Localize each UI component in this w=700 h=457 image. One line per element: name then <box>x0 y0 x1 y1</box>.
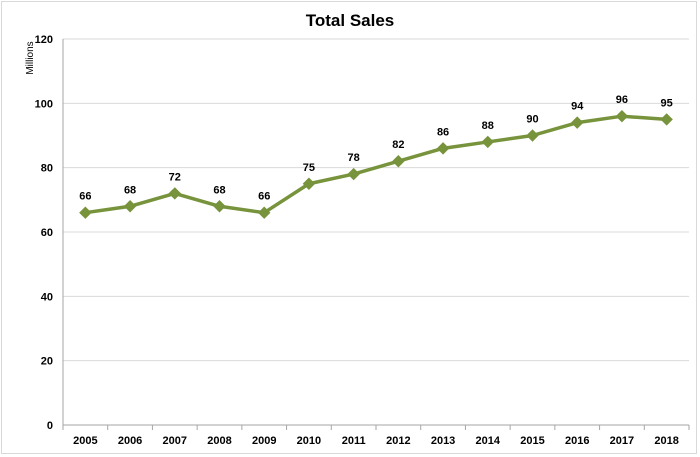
y-tick-label: 40 <box>41 291 53 303</box>
data-label-2013: 86 <box>437 126 449 138</box>
series-line <box>83 114 669 215</box>
data-label-2006: 68 <box>124 184 136 196</box>
y-tick-label: 20 <box>41 356 53 368</box>
x-tick-label-2012: 2012 <box>386 435 410 447</box>
x-tick-labels: 2005 2006 2007 2008 2009 2010 2011 2012 2013 2014… <box>73 435 679 447</box>
gridlines <box>63 38 689 362</box>
x-tick-label-2015: 2015 <box>520 435 544 447</box>
x-tick-label-2005: 2005 <box>73 435 97 447</box>
data-labels: 66 68 72 68 66 75 78 82 86 88 90 94 96 95 <box>79 94 673 203</box>
x-tick-label-2006: 2006 <box>118 435 142 447</box>
y-tick-labels: 0 20 40 60 80 100 120 <box>35 34 53 432</box>
data-label-2012: 82 <box>392 139 404 151</box>
data-label-2016: 94 <box>571 101 584 113</box>
data-point-2015 <box>526 129 539 142</box>
data-point-2013 <box>436 142 450 155</box>
data-point-2016 <box>571 116 584 129</box>
data-point-2006 <box>123 200 137 213</box>
data-label-2015: 90 <box>526 114 538 126</box>
data-point-2007 <box>168 187 181 200</box>
series-line-group <box>83 114 669 215</box>
x-tick-label-2017: 2017 <box>610 435 634 447</box>
y-tick-label: 0 <box>47 420 53 432</box>
x-tick-label-2014: 2014 <box>476 435 501 447</box>
data-point-2012 <box>392 155 405 168</box>
x-tick-label-2009: 2009 <box>252 435 276 447</box>
data-label-2017: 96 <box>616 94 628 106</box>
data-points <box>79 109 673 219</box>
y-tick-label: 120 <box>35 34 53 46</box>
data-point-2005 <box>79 206 92 219</box>
x-tick-label-2013: 2013 <box>431 435 455 447</box>
data-point-2008 <box>213 200 226 213</box>
x-tick-label-2016: 2016 <box>565 435 589 447</box>
data-point-2018 <box>660 113 673 126</box>
x-tick-label-2011: 2011 <box>342 435 366 447</box>
x-tick-label-2018: 2018 <box>654 435 678 447</box>
data-label-2014: 88 <box>482 120 494 132</box>
x-tick-label-2007: 2007 <box>163 435 187 447</box>
data-label-2011: 78 <box>348 152 360 164</box>
data-point-2014 <box>481 135 494 149</box>
data-label-2007: 72 <box>169 171 181 183</box>
x-tick-label-2008: 2008 <box>207 435 231 447</box>
data-point-2010 <box>302 177 316 190</box>
data-point-2017 <box>615 109 629 123</box>
axes <box>62 39 690 430</box>
data-point-2011 <box>347 167 360 181</box>
chart-title: Total Sales <box>306 11 395 30</box>
x-tick-label-2010: 2010 <box>297 435 321 447</box>
y-tick-label: 80 <box>41 163 53 175</box>
data-point-2009 <box>258 206 271 219</box>
y-tick-label: 60 <box>41 227 53 239</box>
data-label-2005: 66 <box>79 191 91 203</box>
data-label-2009: 66 <box>258 191 270 203</box>
y-axis-label: Millions <box>25 41 36 74</box>
data-label-2008: 68 <box>213 184 225 196</box>
data-label-2010: 75 <box>303 162 315 174</box>
y-tick-label: 100 <box>35 98 53 110</box>
data-label-2018: 95 <box>661 97 673 109</box>
